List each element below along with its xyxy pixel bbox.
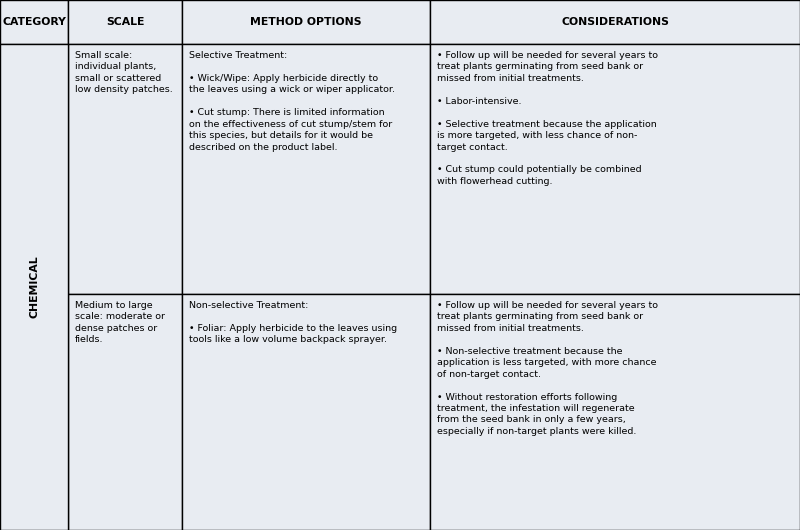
Bar bbox=[68, 294, 182, 530]
Bar bbox=[0, 0, 68, 44]
Text: • Follow up will be needed for several years to
treat plants germinating from se: • Follow up will be needed for several y… bbox=[437, 301, 658, 436]
Bar bbox=[0, 44, 68, 530]
Text: CHEMICAL: CHEMICAL bbox=[29, 255, 39, 319]
Text: • Follow up will be needed for several years to
treat plants germinating from se: • Follow up will be needed for several y… bbox=[437, 51, 658, 186]
Text: CATEGORY: CATEGORY bbox=[2, 17, 66, 27]
Bar bbox=[430, 44, 800, 294]
Text: CONSIDERATIONS: CONSIDERATIONS bbox=[561, 17, 669, 27]
Text: Selective Treatment:

• Wick/Wipe: Apply herbicide directly to
the leaves using : Selective Treatment: • Wick/Wipe: Apply … bbox=[189, 51, 395, 152]
Text: METHOD OPTIONS: METHOD OPTIONS bbox=[250, 17, 362, 27]
Bar bbox=[68, 0, 182, 44]
Text: Small scale:
individual plants,
small or scattered
low density patches.: Small scale: individual plants, small or… bbox=[75, 51, 173, 94]
Text: Medium to large
scale: moderate or
dense patches or
fields.: Medium to large scale: moderate or dense… bbox=[75, 301, 165, 344]
Bar bbox=[182, 0, 430, 44]
Text: SCALE: SCALE bbox=[106, 17, 144, 27]
Bar bbox=[68, 44, 182, 294]
Bar bbox=[430, 294, 800, 530]
Bar bbox=[430, 0, 800, 44]
Bar bbox=[182, 44, 430, 294]
Text: Non-selective Treatment:

• Foliar: Apply herbicide to the leaves using
tools li: Non-selective Treatment: • Foliar: Apply… bbox=[189, 301, 397, 344]
Bar bbox=[182, 294, 430, 530]
